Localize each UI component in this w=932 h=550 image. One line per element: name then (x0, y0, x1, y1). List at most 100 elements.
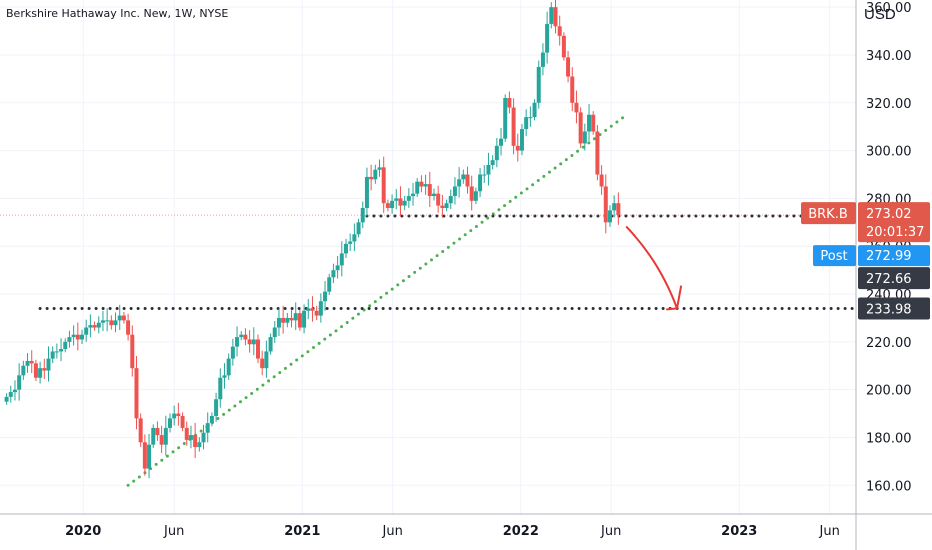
candle[interactable] (482, 165, 487, 183)
candle[interactable] (126, 313, 131, 341)
candle[interactable] (398, 186, 403, 217)
candle[interactable] (427, 171, 432, 208)
candle[interactable] (612, 195, 617, 218)
candle[interactable] (281, 305, 286, 334)
candle[interactable] (272, 321, 277, 343)
candle[interactable] (494, 137, 499, 168)
candle[interactable] (264, 340, 269, 378)
candle[interactable] (255, 334, 260, 364)
candle[interactable] (557, 15, 562, 46)
candle[interactable] (381, 156, 386, 213)
candle[interactable] (595, 125, 600, 181)
candle[interactable] (578, 107, 583, 148)
candle[interactable] (587, 103, 592, 142)
candle[interactable] (54, 343, 59, 359)
candle[interactable] (293, 302, 298, 331)
candle[interactable] (113, 312, 118, 333)
candle[interactable] (553, 0, 558, 34)
candle[interactable] (385, 199, 390, 212)
candle[interactable] (285, 312, 290, 328)
candle[interactable] (134, 355, 139, 430)
candle[interactable] (25, 353, 30, 373)
candle[interactable] (193, 422, 198, 459)
candle[interactable] (4, 393, 9, 405)
candle[interactable] (561, 32, 566, 61)
candle[interactable] (33, 359, 38, 381)
candle[interactable] (570, 67, 575, 112)
candle[interactable] (524, 109, 529, 137)
candle[interactable] (486, 152, 491, 186)
candle[interactable] (444, 199, 449, 212)
candle[interactable] (360, 201, 365, 229)
candle[interactable] (8, 385, 13, 403)
candle[interactable] (343, 238, 348, 258)
candle[interactable] (276, 308, 281, 336)
candle[interactable] (180, 412, 185, 432)
candle[interactable] (235, 326, 240, 357)
candle[interactable] (63, 338, 68, 353)
candle[interactable] (214, 392, 219, 422)
candle[interactable] (318, 293, 323, 323)
candle[interactable] (168, 413, 173, 433)
candle[interactable] (457, 167, 462, 198)
candle[interactable] (461, 169, 466, 184)
candle[interactable] (268, 333, 273, 355)
candle[interactable] (12, 380, 17, 401)
candle[interactable] (507, 91, 512, 114)
candle[interactable] (197, 437, 202, 452)
candle[interactable] (406, 188, 411, 208)
candle[interactable] (21, 360, 26, 380)
candle[interactable] (151, 424, 156, 448)
candle[interactable] (46, 346, 51, 382)
candle[interactable] (209, 412, 214, 427)
candle[interactable] (289, 310, 294, 328)
candle[interactable] (616, 192, 621, 225)
candle[interactable] (411, 182, 416, 206)
candle[interactable] (310, 296, 315, 322)
candle[interactable] (339, 241, 344, 277)
candle[interactable] (314, 305, 319, 321)
candlestick-series[interactable] (4, 0, 621, 479)
candle[interactable] (226, 353, 231, 380)
chart-drawings[interactable] (0, 113, 858, 487)
candle[interactable] (532, 99, 537, 121)
candle[interactable] (377, 159, 382, 177)
candle[interactable] (96, 316, 101, 334)
candle[interactable] (331, 263, 336, 284)
candle[interactable] (243, 328, 248, 346)
candle[interactable] (431, 188, 436, 201)
candle[interactable] (528, 106, 533, 127)
candle[interactable] (591, 111, 596, 135)
trend-line[interactable] (126, 113, 629, 487)
candle[interactable] (218, 368, 223, 408)
chart-annotations[interactable] (625, 226, 683, 311)
candle[interactable] (130, 325, 135, 377)
candle[interactable] (117, 304, 122, 331)
candle[interactable] (80, 329, 85, 344)
candle[interactable] (503, 94, 508, 142)
candle[interactable] (607, 205, 612, 227)
candle[interactable] (540, 43, 545, 76)
candle[interactable] (17, 363, 22, 401)
candle[interactable] (599, 165, 604, 195)
candle[interactable] (50, 346, 55, 364)
candle[interactable] (423, 174, 428, 195)
candle[interactable] (71, 325, 76, 346)
candle[interactable] (184, 421, 189, 446)
candle[interactable] (251, 327, 256, 356)
candle[interactable] (239, 331, 244, 341)
candle[interactable] (230, 338, 235, 366)
candle[interactable] (260, 350, 265, 376)
candle[interactable] (490, 155, 495, 170)
candle[interactable] (566, 50, 571, 83)
candle[interactable] (29, 350, 34, 374)
candle[interactable] (582, 123, 587, 151)
candle[interactable] (172, 405, 177, 426)
candle[interactable] (394, 189, 399, 210)
candle[interactable] (352, 223, 357, 252)
candle[interactable] (147, 433, 152, 479)
candle[interactable] (519, 124, 524, 156)
candle[interactable] (247, 330, 252, 353)
candle[interactable] (335, 256, 340, 279)
candle[interactable] (369, 164, 374, 191)
